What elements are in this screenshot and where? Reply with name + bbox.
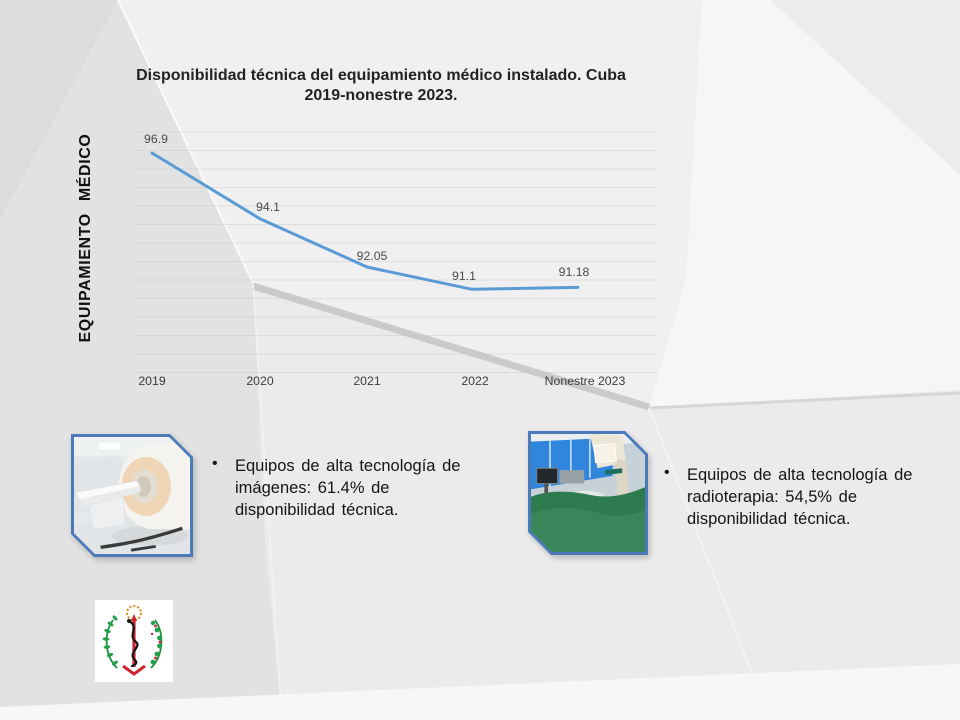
logo-ribbon bbox=[122, 664, 146, 676]
mri-photo-illustration bbox=[74, 437, 190, 554]
x-axis-label: 2022 bbox=[461, 374, 489, 388]
or-teal-tool bbox=[605, 468, 622, 475]
mri-photo-frame bbox=[71, 434, 193, 557]
radiotherapy-photo bbox=[531, 434, 645, 552]
or-monitor-stand bbox=[544, 483, 548, 493]
facet-top-right bbox=[770, 0, 960, 175]
chart-gridlines bbox=[134, 131, 657, 373]
logo-branch-leaves bbox=[150, 620, 162, 665]
bullet-imaging-text: Equipos de alta tecnología de imágenes: … bbox=[235, 457, 461, 519]
x-axis-label: Nonestre 2023 bbox=[545, 374, 626, 388]
facet-seam-3 bbox=[252, 282, 283, 720]
facet-seam bbox=[117, 0, 254, 284]
logo-berries bbox=[150, 624, 162, 660]
radiotherapy-photo-frame bbox=[528, 431, 648, 555]
mri-table-side bbox=[80, 486, 141, 507]
bullet-radiotherapy: • Equipos de alta tecnología de radioter… bbox=[664, 464, 927, 530]
x-axis-label: 2021 bbox=[353, 374, 381, 388]
mri-photo bbox=[74, 437, 190, 554]
bullet-radiotherapy-text: Equipos de alta tecnología de radioterap… bbox=[687, 466, 913, 528]
mri-ceiling-light bbox=[99, 443, 120, 450]
facet-left bbox=[0, 0, 282, 720]
data-label: 96.9 bbox=[144, 132, 168, 146]
mri-table-top bbox=[76, 481, 141, 500]
data-label: 94.1 bbox=[256, 200, 280, 214]
facet-bottom-strip bbox=[0, 664, 960, 720]
facet-ridge-shadow bbox=[648, 391, 960, 410]
or-light-head bbox=[594, 444, 617, 463]
or-monitor bbox=[537, 468, 558, 483]
radiotherapy-photo-illustration bbox=[531, 434, 645, 552]
facet-center bbox=[118, 0, 702, 408]
logo-laurel-leaves bbox=[102, 615, 118, 666]
facet-seam-2 bbox=[648, 407, 771, 720]
logo-sun bbox=[126, 605, 142, 621]
or-equipment-panel bbox=[560, 470, 585, 483]
x-axis-label: 2020 bbox=[246, 374, 274, 388]
x-axis-label: 2019 bbox=[138, 374, 166, 388]
chart-x-axis-labels: 2019 2020 2021 2022 Nonestre 2023 bbox=[138, 374, 625, 388]
bullet-imaging: • Equipos de alta tecnología de imágenes… bbox=[212, 455, 475, 521]
data-label: 91.1 bbox=[452, 269, 476, 283]
bullet-marker: • bbox=[212, 455, 218, 472]
logo-staff bbox=[132, 619, 136, 667]
facet-top-left bbox=[0, 0, 118, 220]
health-logo bbox=[95, 600, 173, 682]
mri-floor-cable bbox=[101, 528, 183, 547]
series-line-disponibilidad-técnica bbox=[150, 151, 580, 291]
or-ceiling bbox=[531, 434, 645, 444]
chart-title: Disponibilidad técnica del equipamiento … bbox=[136, 67, 626, 104]
mri-photo-border bbox=[71, 434, 193, 557]
data-label: 92.05 bbox=[357, 249, 388, 263]
facet-ribbon bbox=[251, 282, 651, 411]
chart-data-labels: 96.9 94.1 92.05 91.1 91.18 bbox=[144, 132, 590, 283]
chart-series bbox=[150, 151, 580, 291]
health-logo-illustration bbox=[95, 600, 173, 682]
or-green-drape-fold bbox=[531, 508, 645, 552]
logo-snake bbox=[127, 619, 139, 668]
radiotherapy-photo-border bbox=[528, 431, 648, 555]
mri-floor-cable-2 bbox=[131, 546, 156, 550]
mri-table-base bbox=[89, 496, 125, 530]
bullet-marker: • bbox=[664, 464, 670, 481]
data-label: 91.18 bbox=[559, 265, 590, 279]
